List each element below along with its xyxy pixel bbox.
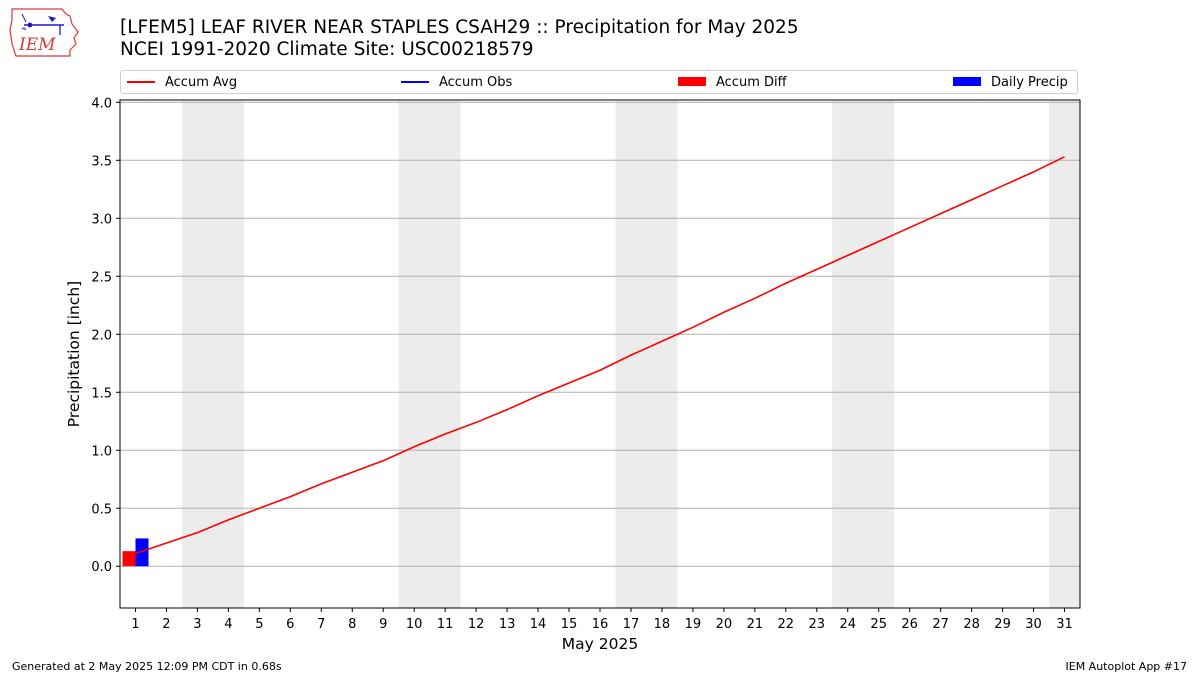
line-accum-avg	[135, 156, 1065, 555]
x-axis-label: May 2025	[562, 635, 638, 653]
legend-swatch-daily-precip	[953, 77, 981, 86]
y-axis-label: Precipitation [inch]	[65, 281, 83, 427]
weekend-shading	[181, 100, 1080, 608]
x-tick-label: 3	[193, 617, 201, 632]
iem-logo-graphic: IEM	[9, 8, 79, 57]
x-tick-label: 17	[623, 617, 640, 632]
x-tick-label: 9	[379, 617, 387, 632]
plot-frame	[119, 99, 1081, 609]
x-tick-label: 21	[747, 617, 764, 632]
x-tick-label: 23	[809, 617, 826, 632]
y-tick-label: 0.5	[91, 502, 112, 517]
x-tick-label: 29	[994, 617, 1011, 632]
x-tick-label: 18	[654, 617, 671, 632]
bar-marks	[122, 538, 149, 567]
iem-logo: IEM	[8, 6, 80, 60]
weekend-band-4	[1049, 100, 1080, 608]
x-tick-label: 6	[286, 617, 294, 632]
x-tick-label: 14	[530, 617, 547, 632]
x-tick-label: 11	[437, 617, 454, 632]
x-tick-label: 5	[255, 617, 263, 632]
x-tick-label: 26	[901, 617, 918, 632]
footer-app-text: IEM Autoplot App #17	[1065, 660, 1188, 673]
x-tick-label: 10	[406, 617, 423, 632]
x-tick-label: 4	[224, 617, 232, 632]
legend-swatch-accum-obs	[401, 80, 429, 83]
x-tick-label: 2	[162, 617, 170, 632]
title-line-2: NCEI 1991-2020 Climate Site: USC00218579	[120, 39, 534, 60]
title-line-1: [LFEM5] LEAF RIVER NEAR STAPLES CSAH29 :…	[120, 17, 799, 38]
legend-item-accum-diff: Accum Diff	[678, 74, 787, 92]
x-tick-label: 22	[778, 617, 795, 632]
x-axis-ticks: 1 2 3 4 5 6 7 8 9 10 11 12 13 14 15 16 17 18 19 20 21 22 23 24 2…	[131, 608, 1073, 632]
legend-item-daily-precip: Daily Precip	[953, 74, 1068, 92]
y-axis-ticks: 0.0 0.5 1.0 1.5 2.0 2.5 3.0 3.5 4.0	[91, 96, 120, 575]
x-tick-label: 25	[870, 617, 887, 632]
x-tick-label: 15	[561, 617, 578, 632]
legend-label-daily-precip: Daily Precip	[991, 75, 1068, 90]
weekend-band-2	[615, 100, 678, 608]
x-tick-label: 16	[592, 617, 609, 632]
legend-swatch-accum-avg	[127, 80, 155, 83]
y-tick-label: 1.0	[91, 444, 112, 459]
precipitation-chart: 1 2 3 4 5 6 7 8 9 10 11 12 13 14 15 16 17 18 19 20 21 22 23 24 2…	[65, 96, 1081, 653]
grid-lines	[120, 101, 1080, 567]
legend-swatch-accum-diff	[678, 77, 706, 86]
weekend-band-1	[398, 100, 461, 608]
legend-item-accum-avg: Accum Avg	[127, 74, 237, 92]
chart-legend: Accum Avg Accum Obs Accum Diff Daily Pre…	[120, 70, 1078, 94]
x-tick-label: 28	[963, 617, 980, 632]
x-tick-label: 7	[317, 617, 325, 632]
legend-item-accum-obs: Accum Obs	[401, 74, 512, 92]
x-tick-label: 31	[1056, 617, 1073, 632]
bar-daily-precip	[135, 538, 149, 567]
x-tick-label: 27	[932, 617, 949, 632]
x-tick-label: 1	[131, 617, 139, 632]
y-tick-label: 4.0	[91, 96, 112, 111]
y-tick-label: 0.0	[91, 560, 112, 575]
logo-text: IEM	[18, 35, 56, 55]
legend-label-accum-avg: Accum Avg	[165, 75, 238, 90]
x-tick-label: 19	[685, 617, 702, 632]
y-tick-label: 1.5	[91, 386, 112, 401]
y-tick-label: 2.5	[91, 270, 112, 285]
x-tick-label: 30	[1025, 617, 1042, 632]
legend-label-accum-obs: Accum Obs	[439, 75, 513, 90]
footer-generated-text: Generated at 2 May 2025 12:09 PM CDT in …	[12, 660, 282, 673]
y-tick-label: 2.0	[91, 328, 112, 343]
weekend-band-0	[181, 100, 244, 608]
weekend-band-3	[832, 100, 895, 608]
x-tick-label: 24	[839, 617, 856, 632]
line-marks	[135, 156, 1065, 555]
bar-accum-diff	[122, 551, 136, 567]
x-tick-label: 20	[716, 617, 733, 632]
y-tick-label: 3.0	[91, 212, 112, 227]
x-tick-label: 12	[468, 617, 485, 632]
chart-title: [LFEM5] LEAF RIVER NEAR STAPLES CSAH29 :…	[120, 17, 799, 61]
x-tick-label: 13	[499, 617, 516, 632]
legend-label-accum-diff: Accum Diff	[716, 75, 787, 90]
x-tick-label: 8	[348, 617, 356, 632]
y-tick-label: 3.5	[91, 154, 112, 169]
